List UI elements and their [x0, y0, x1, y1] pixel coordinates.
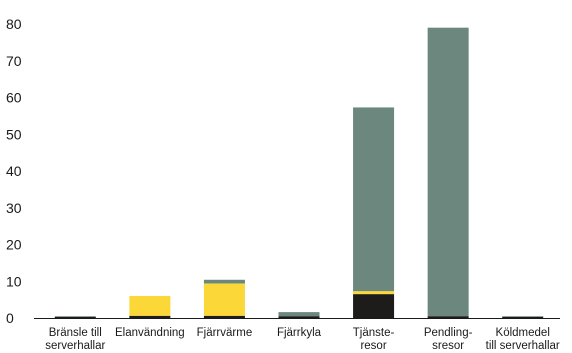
- x-tick-label: Bränsle till serverhallar: [45, 327, 105, 352]
- bar-segment-1: [278, 316, 320, 318]
- x-axis: Bränsle till serverhallar Elanvändning Fjär…: [45, 327, 560, 352]
- y-tick-label: 70: [6, 53, 22, 69]
- bar-segment-3: [203, 279, 245, 284]
- bars: [54, 27, 544, 318]
- y-tick-label: 50: [6, 126, 22, 142]
- bar-segment-1: [129, 315, 171, 318]
- x-tick-label: Fjärrvärme: [197, 327, 253, 339]
- bar-segment-1: [203, 315, 245, 318]
- y-tick-label: 20: [6, 237, 22, 253]
- x-tick-label: Köldmedel till serverhallar: [486, 327, 560, 352]
- y-tick-label: 60: [6, 90, 22, 106]
- bar-segment-3: [353, 107, 395, 292]
- x-tick-label: Pendling-sresor: [424, 327, 473, 352]
- y-tick-label: 40: [6, 163, 22, 179]
- x-tick-label: Tjänste-resor: [353, 327, 395, 352]
- bar-segment-3: [278, 312, 320, 317]
- bar-segment-2: [203, 283, 245, 316]
- bar-segment-1: [427, 316, 469, 318]
- bar-segment-2: [353, 291, 395, 295]
- bar-segment-3: [427, 27, 469, 317]
- y-axis: 0 10 20 30 40 50 60 70 80: [6, 16, 22, 326]
- bar-segment-1: [54, 316, 96, 318]
- x-tick-label: Fjärrkyla: [277, 327, 322, 339]
- bar-segment-2: [129, 295, 171, 316]
- bar-segment-3: [54, 316, 96, 317]
- y-tick-label: 30: [6, 200, 22, 216]
- y-tick-label: 0: [6, 310, 14, 326]
- y-tick-label: 10: [6, 273, 22, 289]
- bar-segment-1: [353, 294, 395, 318]
- bar-segment-3: [502, 316, 544, 317]
- y-tick-label: 80: [6, 16, 22, 32]
- bar-segment-1: [502, 316, 544, 318]
- x-tick-label: Elanvändning: [115, 327, 185, 339]
